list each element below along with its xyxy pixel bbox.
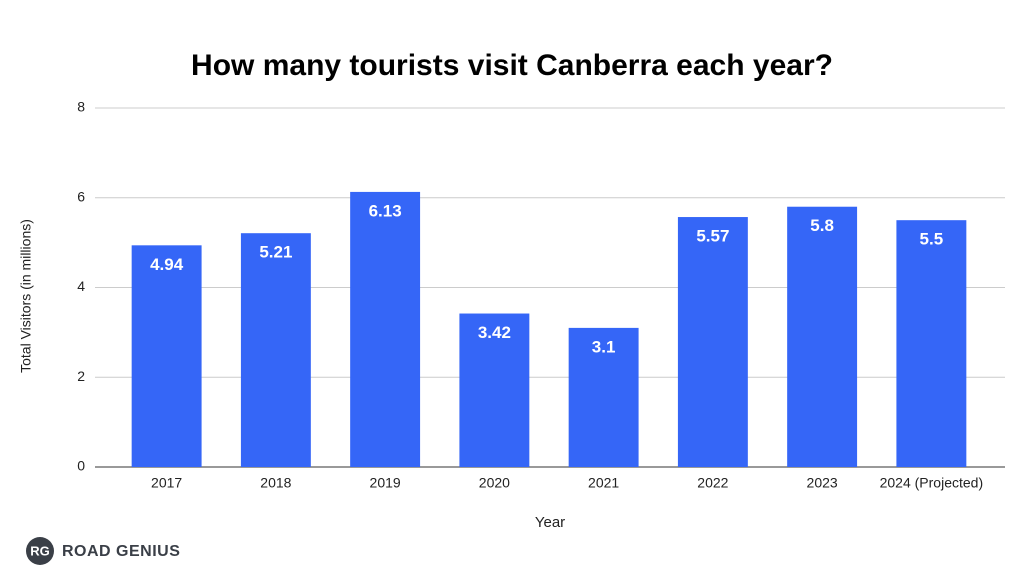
data-label: 5.8 [810, 216, 834, 235]
y-axis-label: Total Visitors (in millions) [18, 219, 34, 373]
bar [787, 206, 858, 467]
logo-badge: RG [30, 543, 50, 558]
bar [568, 327, 639, 467]
bar [677, 217, 748, 467]
logo-text: ROAD GENIUS [62, 543, 180, 560]
x-tick-label: 2024 (Projected) [880, 475, 984, 491]
y-tick-label: 4 [77, 278, 85, 294]
y-tick-label: 8 [77, 99, 85, 115]
data-label: 5.21 [259, 243, 292, 262]
bar [896, 220, 967, 467]
x-tick-label: 2022 [697, 475, 728, 491]
data-label: 6.13 [369, 201, 402, 220]
x-tick-label: 2019 [370, 475, 401, 491]
bar [350, 191, 421, 467]
data-label: 3.1 [592, 337, 616, 356]
bar [459, 313, 530, 467]
data-label: 5.5 [920, 230, 944, 249]
y-tick-label: 0 [77, 458, 85, 474]
x-tick-label: 2023 [807, 475, 838, 491]
data-label: 5.57 [696, 227, 729, 246]
x-tick-label: 2018 [260, 475, 291, 491]
data-label: 3.42 [478, 323, 511, 342]
x-tick-label: 2020 [479, 475, 510, 491]
y-tick-label: 2 [77, 368, 85, 384]
x-tick-label: 2021 [588, 475, 619, 491]
y-tick-label: 6 [77, 188, 85, 204]
logo-badge-circle [26, 537, 54, 565]
bar [131, 245, 202, 467]
data-label: 4.94 [150, 255, 184, 274]
logo: RG ROAD GENIUS [26, 537, 180, 565]
x-axis-label: Year [535, 514, 565, 531]
x-tick-label: 2017 [151, 475, 182, 491]
chart-title: How many tourists visit Canberra each ye… [191, 49, 833, 82]
bar [240, 233, 311, 467]
